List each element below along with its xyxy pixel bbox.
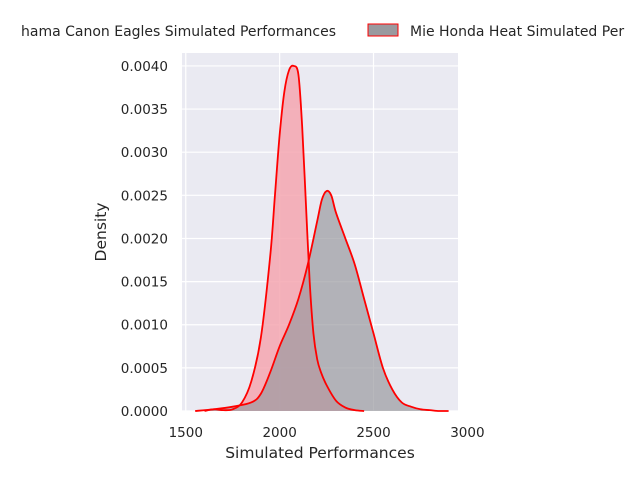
series-layer [195, 64, 449, 412]
y-tick-labels: 0.0000 0.0005 0.0010 0.0015 0.0020 0.0025 0.00… [121, 59, 168, 420]
legend-label-yokohama: hama Canon Eagles Simulated Performances [21, 24, 336, 40]
y-tick-label: 0.0000 [121, 404, 168, 420]
legend: hama Canon Eagles Simulated Performances… [21, 23, 624, 40]
series-mie-honda-line [195, 189, 449, 412]
x-tick-label: 2500 [356, 425, 390, 441]
x-tick-label: 3000 [450, 425, 484, 441]
y-tick-label: 0.0005 [121, 361, 168, 377]
x-tick-label: 2000 [262, 425, 296, 441]
x-tick-labels: 1500 2000 2500 3000 [169, 425, 485, 441]
series-mie-honda-area [195, 190, 449, 411]
y-tick-label: 0.0025 [121, 188, 168, 204]
y-tick-label: 0.0030 [121, 145, 168, 161]
y-tick-label: 0.0020 [121, 231, 168, 247]
y-tick-label: 0.0015 [121, 275, 168, 291]
x-tick-label: 1500 [169, 425, 203, 441]
legend-swatch-mie-honda [367, 23, 399, 37]
x-axis-label: Simulated Performances [225, 444, 415, 462]
legend-label-mie-honda: Mie Honda Heat Simulated Per [410, 24, 624, 40]
y-axis-label: Density [92, 203, 110, 262]
y-tick-label: 0.0040 [121, 59, 168, 75]
y-tick-label: 0.0035 [121, 102, 168, 118]
y-tick-label: 0.0010 [121, 318, 168, 334]
series-yokohama-area [204, 65, 365, 412]
series-yokohama-line [204, 64, 365, 412]
